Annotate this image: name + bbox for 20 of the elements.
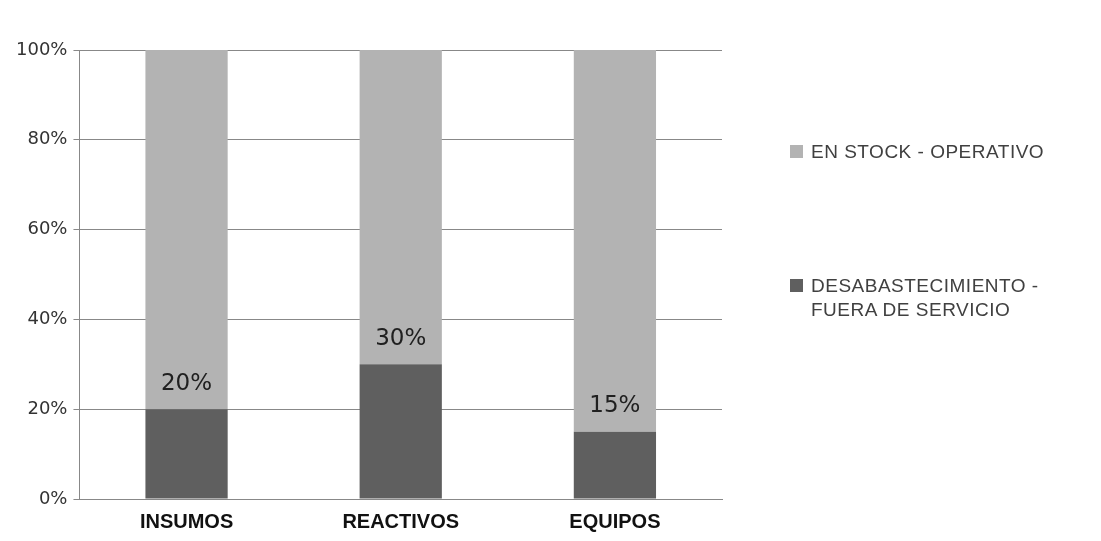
data-label: 20%: [160, 368, 213, 395]
y-tick-label: 0%: [38, 486, 68, 508]
x-tick-label: INSUMOS: [139, 509, 234, 532]
legend-label: EN STOCK - OPERATIVO: [811, 140, 1045, 164]
y-tick-label: 80%: [27, 127, 68, 149]
bar: [359, 364, 442, 499]
bar: [145, 409, 228, 499]
x-tick-label: REACTIVOS: [342, 509, 460, 532]
bar: [359, 50, 442, 365]
y-tick-label: 20%: [27, 396, 68, 418]
y-tick-label: 40%: [27, 307, 68, 329]
y-tick-label: 100%: [15, 37, 68, 59]
data-label: 30%: [375, 323, 427, 350]
bar: [145, 50, 228, 410]
data-label: 15%: [589, 391, 641, 418]
y-tick-label: 60%: [27, 217, 68, 239]
bar: [573, 50, 657, 432]
x-tick-label: EQUIPOS: [569, 509, 661, 532]
bar: [573, 431, 657, 499]
legend-label: DESABASTECIMIENTO - FUERA DE SERVICIO: [811, 274, 1040, 322]
